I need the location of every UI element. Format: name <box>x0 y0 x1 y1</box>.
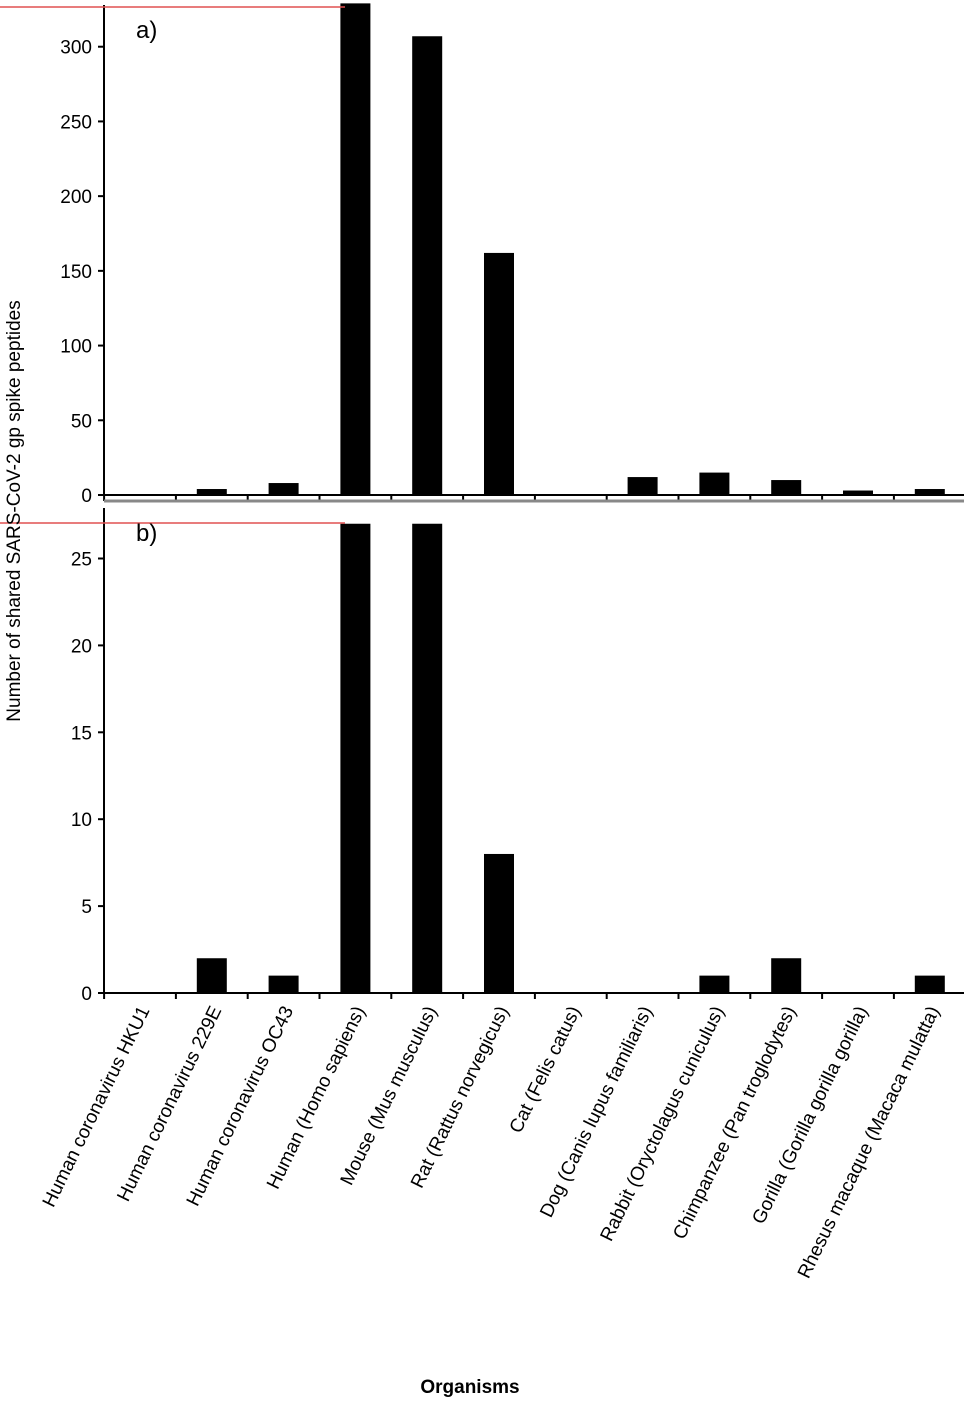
panel-a: 0 50 100 150 200 250 300 a) <box>0 3 964 507</box>
y-tick-label: 10 <box>71 810 92 831</box>
bar <box>627 477 658 495</box>
y-tick-label: 100 <box>60 337 92 358</box>
bar <box>412 36 443 495</box>
panel-label: b) <box>136 520 157 547</box>
y-tick-label: 5 <box>81 897 92 918</box>
bar <box>699 975 730 993</box>
bar <box>484 252 514 495</box>
panel-b: 0 5 10 15 20 25 b) <box>0 508 964 1005</box>
bar <box>268 483 299 495</box>
bar <box>412 523 443 993</box>
bar <box>484 853 514 993</box>
y-tick-label: 300 <box>60 38 92 59</box>
y-tick-label: 15 <box>71 723 92 744</box>
bar <box>699 472 730 495</box>
bar <box>843 490 873 495</box>
bar <box>196 958 227 993</box>
y-tick-label: 25 <box>71 550 92 571</box>
y-tick-label: 250 <box>60 112 92 133</box>
panel-label: a) <box>136 17 157 44</box>
y-tick-label: 50 <box>71 411 92 432</box>
bar <box>268 975 299 993</box>
category-label: Rabbit (Oryctolagus cuniculus) <box>597 1003 729 1245</box>
y-tick-label: 150 <box>60 262 92 283</box>
bar <box>196 489 227 495</box>
y-tick-label: 20 <box>71 636 92 657</box>
bar <box>771 958 802 993</box>
bar <box>340 3 371 495</box>
bar <box>914 489 945 495</box>
y-tick-label: 0 <box>81 984 92 1005</box>
y-axis-title: Number of shared SARS-CoV-2 gp spike pep… <box>4 300 25 721</box>
category-label: Rhesus macaque (Macaca mulatta) <box>794 1003 944 1282</box>
bar <box>340 523 371 993</box>
x-axis-title: Organisms <box>420 1377 519 1398</box>
bar <box>771 480 802 495</box>
y-tick-label: 200 <box>60 187 92 208</box>
category-label: Chimpanzee (Pan troglodytes) <box>669 1003 800 1243</box>
category-label: Cat (Felis catus) <box>506 1003 586 1137</box>
bar <box>914 975 945 993</box>
y-tick-label: 0 <box>81 486 92 507</box>
